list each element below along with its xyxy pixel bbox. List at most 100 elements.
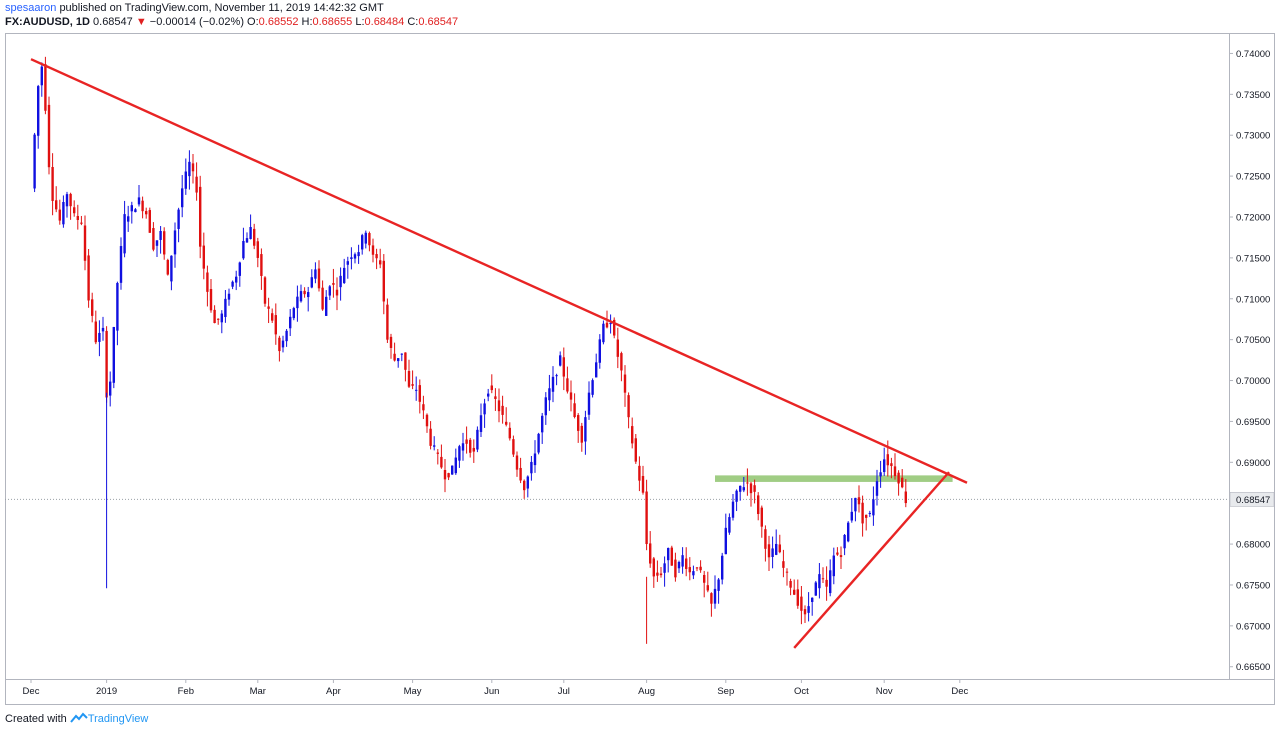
candle-body [674,559,677,578]
candle [364,230,367,249]
candle [260,248,263,290]
candle [357,244,360,264]
candle [220,310,223,334]
candle [505,407,508,427]
candle-body [559,355,562,366]
candle-body [580,425,583,443]
price-axis[interactable]: 0.74000 0.73500 0.73000 0.72500 0.72000 0.715… [1229,49,1275,673]
open-value: 0.68552 [258,16,299,28]
candle [278,335,281,362]
candle [112,326,115,389]
candle [497,388,501,423]
candle [537,432,540,455]
candle [105,326,108,403]
candle [62,195,65,228]
candle [382,254,385,315]
candle-body [325,296,328,316]
candle-body [51,167,54,201]
candle [379,248,382,269]
candle [404,352,407,382]
candle [321,280,324,311]
candle [184,158,187,195]
candle [645,479,648,551]
candle-body [379,260,382,265]
candle [141,196,144,219]
candle-body [703,574,706,583]
candle [231,280,234,290]
candle [339,267,342,301]
candle-body [814,582,817,596]
candle-body [544,397,547,416]
candle-body [893,466,897,477]
candle [159,226,162,254]
time-tick-label: Jun [484,686,499,697]
candle-body [713,588,717,604]
candle-body [191,163,195,172]
candle [155,240,159,257]
candle-body [199,186,202,247]
candle [721,552,724,585]
candle-body [627,395,630,418]
descending-trendline[interactable] [30,58,968,484]
support-zone[interactable] [715,475,953,482]
candle-body [487,393,490,397]
candle [685,547,688,577]
candle [839,546,843,570]
candle [242,227,245,260]
candle [778,534,781,554]
candle [821,567,825,584]
candle [569,380,573,412]
candle [595,353,598,378]
candle [793,579,796,596]
candle-body [811,597,814,602]
candle-body [623,374,627,393]
candle [400,353,403,362]
last-price: 0.68547 [93,16,133,28]
candle-body [260,254,263,276]
candle-body [231,281,234,287]
candle-body [433,445,436,447]
candle-body [616,339,619,357]
candle [119,237,123,290]
candle-body [710,593,713,604]
price-chart[interactable]: 0.74000 0.73500 0.73000 0.72500 0.72000 0.715… [5,33,1275,705]
candle [256,237,259,268]
candle-body [613,319,616,336]
candle-body [181,188,184,208]
time-tick-label: Apr [326,686,341,697]
candle-body [130,205,133,212]
candle [116,281,119,346]
candle [87,249,90,308]
candle-body [152,228,155,250]
candle-body [746,482,749,484]
candle [861,495,864,537]
candle-body [195,176,198,193]
author-link[interactable]: spesaaron [5,2,57,14]
candle-body [98,332,101,342]
trendlines[interactable] [30,58,968,649]
time-tick-label: Dec [23,686,40,697]
tradingview-brand[interactable]: TradingView [87,713,149,725]
candle-body [782,561,785,568]
time-axis[interactable]: Dec 2019 Feb Mar Apr May Jun Jul Aug Sep Oct Nov Dec [23,679,969,697]
candle [872,486,875,526]
candle [731,494,735,521]
candle-body [735,490,738,502]
candle [854,497,857,522]
ascending-trendline[interactable] [793,471,950,649]
candle [415,376,418,401]
candle [681,547,684,574]
candle-body [69,193,72,207]
candle-body [184,171,187,189]
candle [389,333,393,359]
price-tick-label: 0.73500 [1236,90,1270,101]
candle [299,284,303,303]
candle-body [332,283,335,285]
candle-body [224,298,227,318]
candle [469,437,472,458]
candle-body [562,357,565,377]
candle-body [177,209,180,229]
candle-body [699,566,702,571]
candle-body [742,487,745,491]
candle-body [119,246,123,283]
